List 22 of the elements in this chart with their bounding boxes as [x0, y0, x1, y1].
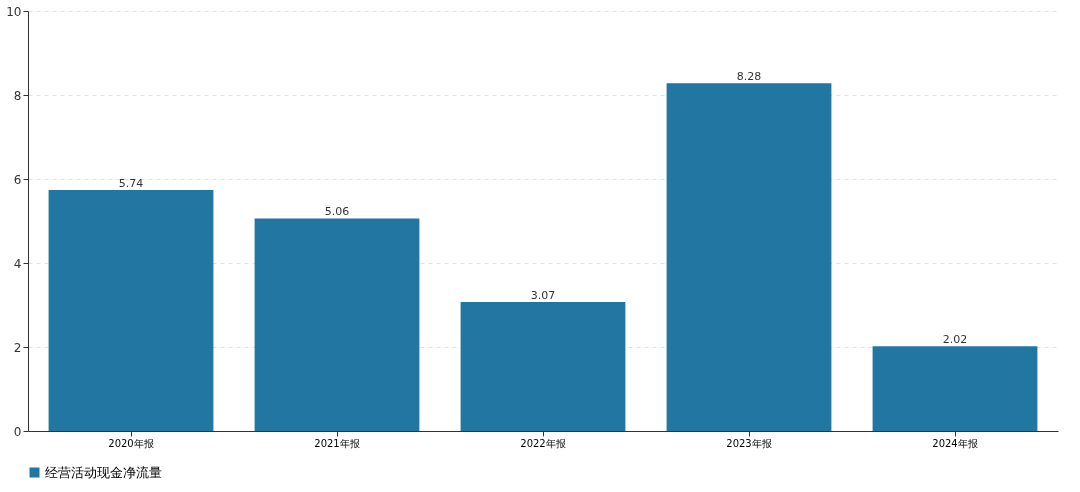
y-tick-label: 6	[13, 172, 22, 187]
y-tick-label: 4	[13, 256, 22, 271]
x-tick-label: 2020年报	[108, 437, 154, 449]
bar	[48, 189, 214, 431]
y-tick-label: 8	[13, 88, 22, 103]
bar	[872, 346, 1038, 431]
data-label: 3.07	[530, 289, 556, 303]
data-label: 5.74	[118, 176, 144, 190]
x-tick-label: 2021年报	[314, 437, 360, 449]
bar	[254, 218, 420, 431]
x-tick-label: 2022年报	[520, 437, 566, 449]
x-tick-label: 2023年报	[726, 437, 772, 449]
y-tick-label: 2	[13, 340, 22, 355]
legend-label: 经营活动现金净流量	[45, 464, 162, 480]
data-label: 8.28	[736, 70, 762, 84]
data-label: 5.06	[324, 205, 350, 219]
y-tick-label: 10	[6, 4, 22, 19]
data-label: 2.02	[942, 333, 968, 347]
bar	[666, 83, 832, 431]
bar	[460, 302, 626, 431]
y-tick-label: 0	[13, 424, 22, 439]
x-tick-label: 2024年报	[932, 437, 978, 449]
